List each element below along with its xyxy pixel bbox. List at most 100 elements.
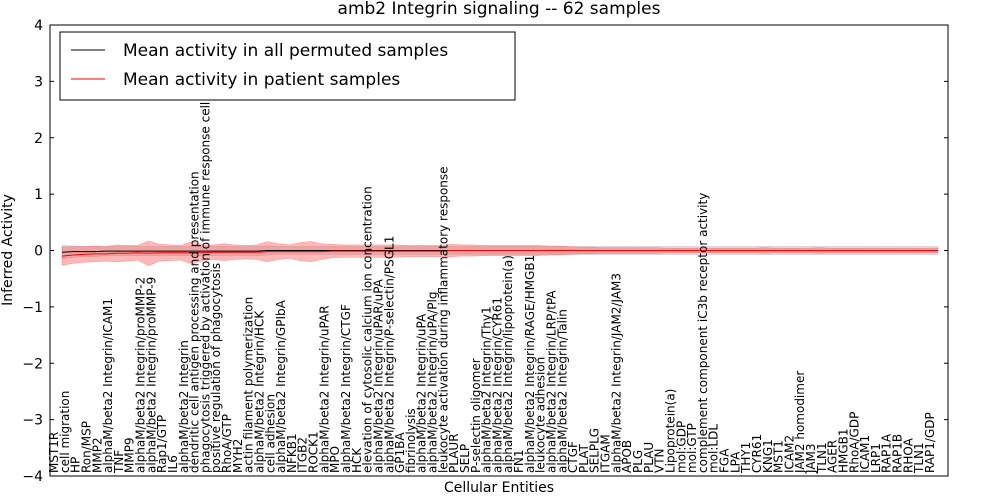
legend-label-patient: Mean activity in patient samples [123,70,400,90]
legend-box [59,31,516,101]
entity-label: mol:GDP [674,421,688,473]
y-tick-label: −4 [22,469,43,485]
entity-label: dendritic cell antigen processing and pr… [188,171,202,473]
entity-label: leukocyte adhesion [534,357,548,473]
entity-label: ICAM1 [858,435,872,473]
entity-label: RhoA/GTP [220,414,234,473]
entity-label: alphaM/beta2 Integrin/CTGF [339,304,353,473]
entity-label: SELPLG [588,428,602,473]
entity-label: Lipoprotein(a) [663,389,677,473]
entity-label: alphaM/beta2 Integrin/RAGE/HMGB1 [523,255,537,473]
entity-label: THY1 [739,442,753,474]
entity-label: cell migration [58,391,72,473]
entity-label: alphaM/beta2 Integrin/Talin [555,309,569,473]
entity-label: JAM2 homodimer [793,371,807,474]
entity-label: TLN1 [912,442,926,474]
entity-label: mol:GTP [685,423,699,473]
entity-label: FGA [718,448,732,473]
entity-label: alphaM/beta2 Integrin/GPIbA [274,299,288,473]
entity-label: alphaM/beta2 Integrin/proMMP-2 [134,277,148,473]
entity-label: P-selectin oligomer [469,358,483,473]
series-layer [61,240,939,266]
entity-label: PLAU [642,442,656,473]
y-tick-label: −3 [22,413,43,429]
entity-label: TLN1 [815,442,829,474]
entity-label: RAP1/GDP [923,412,937,473]
entity-label: elevation of cytosolic calcium ion conce… [361,186,375,473]
entity-label: fibrinolysis [404,408,418,473]
entity-label: cell adhesion [263,394,277,473]
x-axis-label: Cellular Entities [444,480,554,496]
entity-label: alphaM/beta2 Integrin/P-selectin/PSGL1 [382,236,396,473]
entity-label: CYR61 [750,434,764,473]
y-tick-label: 1 [34,187,43,203]
entity-label: phagocytosis triggered by activation of … [198,54,212,473]
entity-label: alphaM/beta2 Integrin/uPA/Plg [426,292,440,473]
entity-label: FN1 [512,449,526,473]
y-tick-label: −1 [22,300,43,316]
entity-label: ITGB2 [296,437,310,473]
entity-label: RAP1A [880,433,894,473]
entity-label: RAP1B [891,434,905,473]
entity-label: CTGF [566,441,580,473]
entity-label: RhoA/GDP [847,412,861,473]
entity-label: ROCK1 [307,431,321,473]
entity-label: alphaM/beta2 Integrin/HCK [253,310,267,473]
plot-frame [49,24,949,477]
entity-label: PLAT [577,444,591,473]
entity-label: AGER [826,440,840,473]
entity-label: positive regulation of phagocytosis [209,263,223,473]
entity-label: NFKB1 [285,433,299,473]
series-line-patient [61,250,938,257]
y-tick-label: 3 [34,74,43,90]
entity-label: TNF [112,450,126,474]
entity-label: ICAM2 [782,435,796,473]
entity-label: alphaM/beta2 Integrin/Thy1 [480,306,494,473]
entity-label: MMP2 [90,437,104,473]
entity-label: PLAUR [447,433,461,473]
entity-label: GP1BA [393,432,407,473]
entity-label: alphaM/beta2 Integrin/uPAR [317,305,331,473]
entity-label: KNG1 [761,439,775,473]
entity-label: Ron/MSP [79,421,93,473]
entity-label: SELP [458,444,472,473]
entity-label: MMP9 [123,437,137,473]
y-axis-label: Inferred Activity [0,194,16,306]
entity-label: HCK [350,447,364,473]
entity-label: alphaM/beta2 Integrin/uPAR/uPA [371,278,385,473]
entity-label: MYH2 [231,439,245,473]
entity-label: MPO [328,446,342,473]
entity-label: PLG [631,450,645,473]
y-tick-label: 4 [34,18,43,34]
entity-label: IL6 [166,455,180,473]
entity-label: HP [69,457,83,473]
entity-label: MST1 [772,440,786,473]
series-band-permuted [61,245,939,260]
entity-label: LRP1 [869,443,883,473]
entity-label: Rap1/GTP [155,415,169,473]
entity-label: alphaM/beta2 Integrin [177,340,191,473]
entity-label: leukocyte activation during inflammatory… [436,166,450,473]
entity-label: alphaM/beta2 Integrin/uPA [415,313,429,473]
entity-label: alphaM/beta2 Integrin/JAM2/JAM3 [609,273,623,473]
chart-title: amb2 Integrin signaling -- 62 samples [338,0,661,19]
legend: Mean activity in all permuted samples Me… [59,31,516,101]
y-axis-ticks: −4 −3 −2 −1 0 1 2 3 4 [22,18,948,485]
y-tick-label: −2 [22,356,43,372]
entity-label: alphaM/beta2 Integrin/LRP/tPA [545,290,559,473]
entity-label: HMGB1 [837,428,851,473]
entity-label: JAM3 [804,443,818,474]
series-band-patient [61,240,939,266]
entity-label: alphaM/beta2 Integrin/CYR61 [490,297,504,473]
entity-label: mol:LDL [707,424,721,473]
entity-label: RHOA [901,437,915,473]
entity-label: actin filament polymerization [242,297,256,473]
entity-label: complement component iC3b receptor activ… [696,193,710,473]
entity-label: alphaM/beta2 Integrin/lipoprotein(a) [501,255,515,473]
entity-label: alphaM/beta2 Integrin/ICAM1 [101,298,115,473]
entity-label: VTN [653,448,667,473]
y-tick-label: 2 [34,131,43,147]
entity-label: APOB [620,440,634,473]
